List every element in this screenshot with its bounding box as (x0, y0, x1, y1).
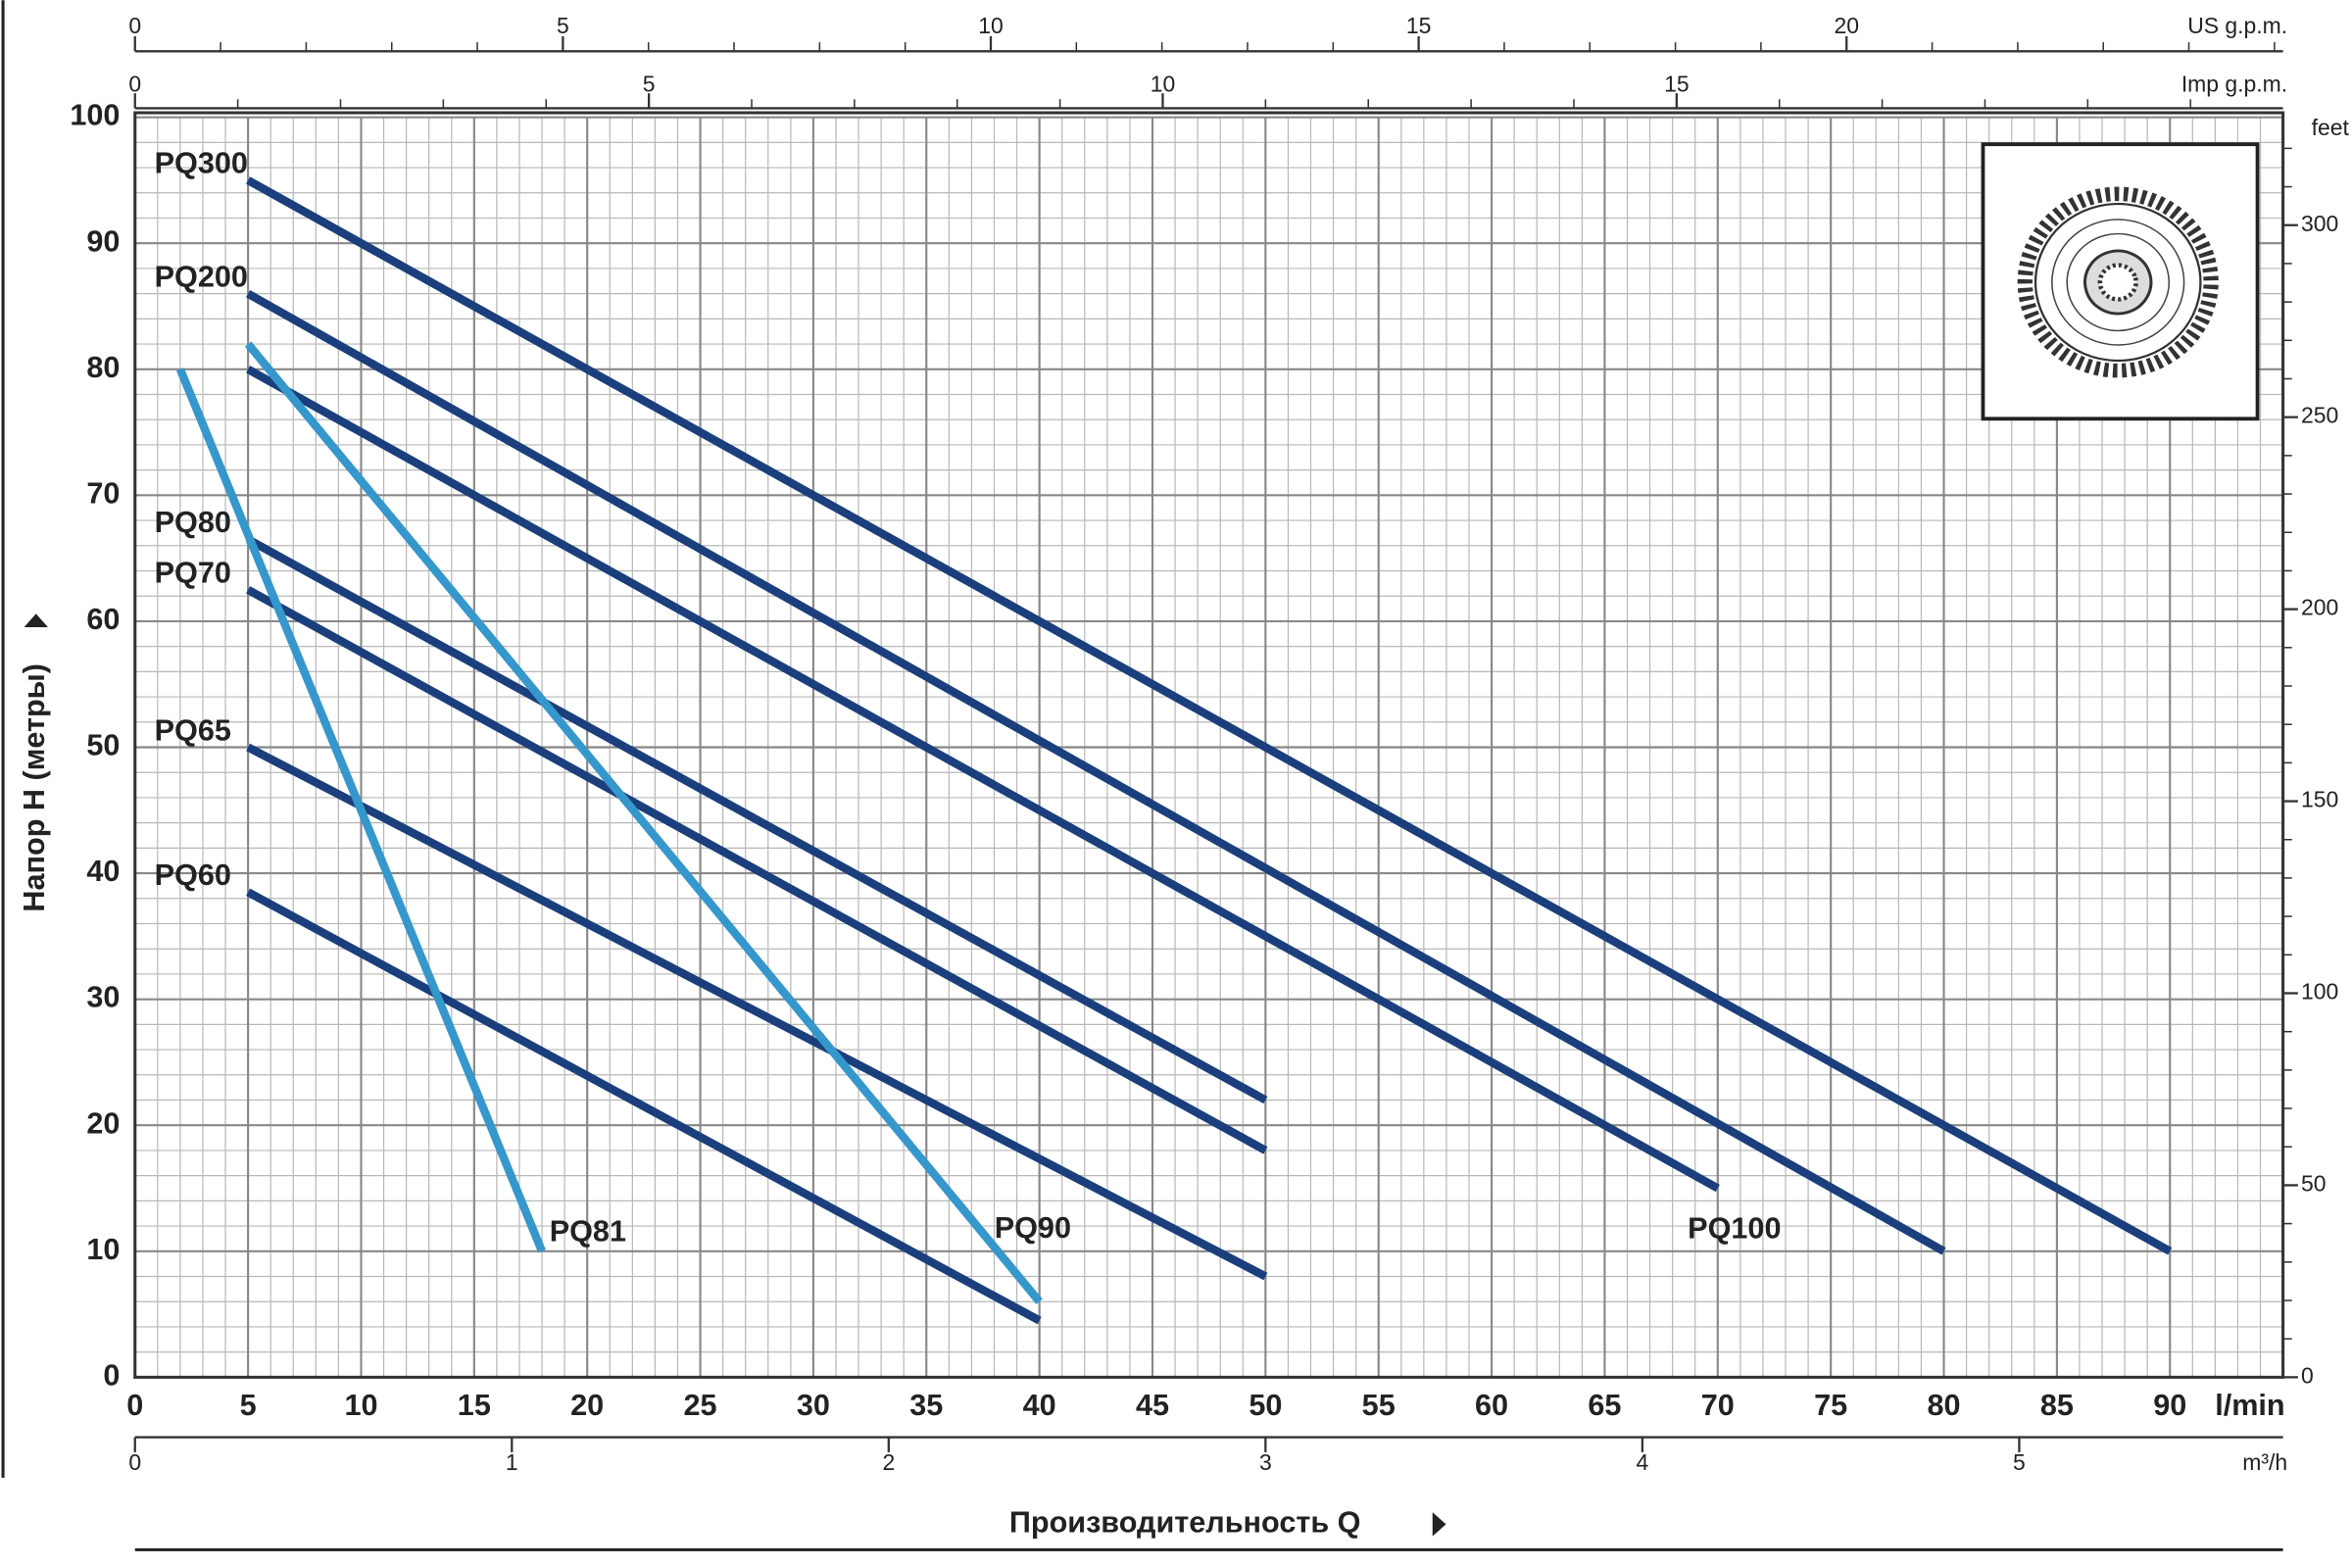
tick-label: 150 (2301, 787, 2338, 812)
x-unit-label: l/min (2215, 1389, 2284, 1422)
y-tick-label: 70 (86, 476, 120, 510)
x-tick-label: 25 (684, 1389, 717, 1422)
y-tick-label: 20 (86, 1106, 120, 1140)
tick-label: 200 (2301, 595, 2338, 620)
x-axis-arrow (1432, 1512, 1446, 1537)
series-line (246, 289, 1946, 1255)
tick-label: 0 (128, 13, 141, 38)
impeller-ring (2051, 219, 2185, 346)
grid (133, 116, 2283, 1379)
axis-unit-label: feet (2312, 115, 2350, 140)
x-axis-title: Производительность Q (1009, 1505, 1361, 1539)
series-label: PQ81 (550, 1215, 626, 1249)
y-tick-label: 60 (86, 603, 120, 636)
x-tick-label: 80 (1927, 1389, 1960, 1422)
y-tick-label: 30 (86, 981, 120, 1014)
x-tick-label: 70 (1701, 1389, 1735, 1422)
y-tick-label: 100 (70, 99, 120, 132)
tick-label: 0 (128, 72, 141, 97)
impeller-inset (1981, 142, 2260, 421)
x-tick-label: 10 (344, 1389, 377, 1422)
tick-label: 3 (1259, 1449, 1272, 1475)
impeller-teeth (2017, 186, 2219, 378)
tick-label: 20 (1834, 13, 1859, 38)
y-tick-label: 40 (86, 855, 120, 888)
tick-label: 1 (506, 1449, 518, 1475)
series-line (244, 341, 1043, 1304)
x-tick-label: 55 (1362, 1389, 1396, 1422)
y-tick-label: 0 (103, 1358, 120, 1392)
x-tick-label: 20 (570, 1389, 604, 1422)
tick-label: 4 (1637, 1449, 1649, 1475)
x-tick-label: 40 (1023, 1389, 1056, 1422)
axis-unit-label: US g.p.m. (2187, 13, 2287, 38)
tick-label: 5 (643, 72, 656, 97)
series-line (246, 366, 1720, 1193)
tick-label: 0 (2301, 1362, 2314, 1388)
series-label: PQ80 (155, 506, 231, 539)
series-label: PQ90 (995, 1211, 1071, 1245)
series-line (246, 743, 1268, 1281)
x-tick-label: 45 (1136, 1389, 1169, 1422)
tick-label: 0 (128, 1449, 141, 1475)
series-label: PQ65 (155, 713, 231, 747)
y-tick-label: 50 (86, 729, 120, 762)
x-tick-label: 85 (2040, 1389, 2074, 1422)
series-line (246, 888, 1042, 1325)
x-tick-label: 15 (458, 1389, 491, 1422)
x-tick-label: 0 (126, 1389, 143, 1422)
tick-label: 250 (2301, 403, 2338, 428)
x-tick-label: 90 (2153, 1389, 2186, 1422)
axes: 0 5 10 15 20 25 30 35 40 45 50 55 60 65 70 75 80 85 90 l/mi… (70, 13, 2349, 1475)
y-axis-title: Напор H (метры) (18, 663, 51, 912)
y-tick-label: 90 (86, 224, 120, 258)
x-tick-label: 65 (1588, 1389, 1621, 1422)
impeller (2017, 186, 2219, 378)
x-tick-label: 5 (240, 1389, 257, 1422)
tick-label: 5 (557, 13, 569, 38)
series-label: PQ100 (1688, 1211, 1781, 1245)
series-line (176, 368, 546, 1253)
tick-label: 100 (2301, 979, 2338, 1004)
series-line (246, 176, 2173, 1255)
impeller-bore (2097, 263, 2138, 302)
impeller-ring (2066, 232, 2171, 332)
tick-label: 50 (2301, 1170, 2327, 1196)
tick-label: 10 (1151, 72, 1176, 97)
tick-label: 5 (2013, 1449, 2026, 1475)
series-line (246, 535, 1268, 1104)
series-label: PQ70 (155, 557, 231, 590)
axis-unit-label: Imp g.p.m. (2181, 72, 2287, 97)
x-tick-label: 35 (909, 1389, 943, 1422)
series-line (246, 586, 1268, 1154)
y-axis-arrow (24, 613, 48, 628)
series-label: PQ200 (155, 260, 248, 293)
x-tick-label: 75 (1814, 1389, 1847, 1422)
plot-frame (133, 111, 2285, 1379)
tick-label: 15 (1664, 72, 1690, 97)
x-tick-label: 30 (797, 1389, 830, 1422)
tick-label: 2 (882, 1449, 895, 1475)
series-label: PQ300 (155, 147, 248, 180)
tick-label: 15 (1406, 13, 1432, 38)
series-label: PQ60 (155, 858, 231, 892)
series-lines: PQ300 PQ200 PQ100 PQ80 PQ70 PQ65 PQ60 PQ81 PQ90 (155, 147, 2173, 1325)
x-tick-label: 60 (1475, 1389, 1508, 1422)
axis-unit-label: m³/h (2242, 1449, 2287, 1475)
y-tick-label: 80 (86, 351, 120, 384)
y-tick-label: 10 (86, 1233, 120, 1266)
tick-label: 300 (2301, 211, 2338, 236)
tick-label: 10 (978, 13, 1004, 38)
x-tick-label: 50 (1249, 1389, 1282, 1422)
